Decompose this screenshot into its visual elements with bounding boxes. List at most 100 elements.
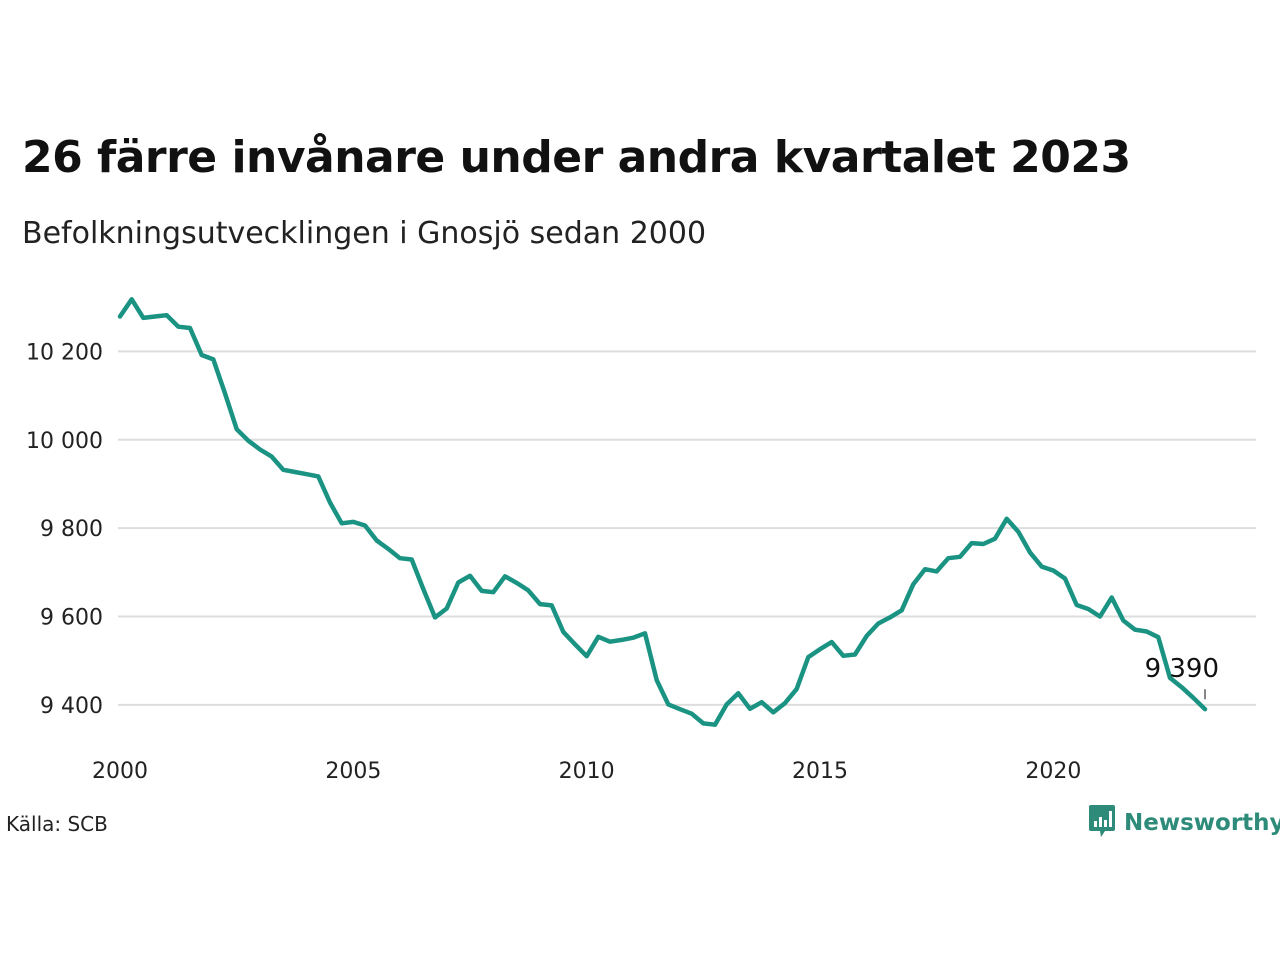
y-tick-label: 9 600 [40,605,103,630]
data-point [1144,629,1148,633]
data-point [339,521,343,525]
data-point [1086,607,1090,611]
data-point [876,621,880,625]
y-tick-label: 9 400 [40,694,103,719]
data-point [853,652,857,656]
data-point [724,702,728,706]
x-tick-label: 2020 [1025,759,1081,784]
data-point [701,721,705,725]
data-point [223,391,227,395]
x-tick-label: 2010 [559,759,615,784]
y-tick-label: 10 000 [26,429,103,454]
data-point [1028,550,1032,554]
data-point [293,470,297,474]
data-point [234,427,238,431]
data-point [316,474,320,478]
data-point [1109,595,1113,599]
data-point [1051,568,1055,572]
data-point [409,557,413,561]
data-point [1191,696,1195,700]
data-point [981,542,985,546]
brand-name: Newsworthy [1124,810,1280,836]
data-point [1074,603,1078,607]
data-point [514,581,518,585]
data-point [1016,529,1020,533]
data-point [164,313,168,317]
line-chart: 9 400 9 600 9 800 10 000 10 200 2000 2005 2010… [26,297,1256,784]
chart-subtitle: Befolkningsutvecklingen i Gnosjö sedan 2… [22,216,707,251]
data-point [246,438,250,442]
data-point [561,630,565,634]
x-tick-label: 2015 [792,759,848,784]
data-point [911,582,915,586]
data-point [1039,564,1043,568]
data-point [841,654,845,658]
data-point [899,608,903,612]
data-point [619,638,623,642]
x-axis-ticks: 2000 2005 2010 2015 2020 [92,759,1081,784]
data-point [1203,707,1207,711]
data-point [211,357,215,361]
data-point [888,615,892,619]
data-point [456,580,460,584]
x-tick-label: 2005 [325,759,381,784]
data-point [654,678,658,682]
data-point [993,537,997,541]
series-line [117,297,1208,727]
series-layer [117,297,1208,727]
data-point [1179,685,1183,689]
data-point [258,447,262,451]
data-point [923,567,927,571]
y-tick-label: 10 200 [26,340,103,365]
data-point [269,454,273,458]
data-point [783,701,787,705]
data-point [526,588,530,592]
data-point [713,723,717,727]
x-tick-label: 2000 [92,759,148,784]
data-point [491,590,495,594]
data-point [818,647,822,651]
data-point [188,326,192,330]
y-tick-label: 9 800 [40,517,103,542]
data-point [678,707,682,711]
data-point [479,589,483,593]
data-point [759,700,763,704]
data-point [199,353,203,357]
data-point [958,555,962,559]
brand-logo[interactable]: Newsworthy [1088,804,1280,842]
data-point [444,606,448,610]
data-point [304,472,308,476]
data-point [1156,635,1160,639]
data-point [468,574,472,578]
data-point [538,602,542,606]
data-point [549,603,553,607]
annotation-layer: 9 390 [1145,654,1219,700]
newsworthy-logo-icon [1088,804,1116,842]
chart-title: 26 färre invånare under andra kvartalet … [22,132,1131,183]
data-point [934,569,938,573]
data-point [864,634,868,638]
data-point [351,520,355,524]
data-point [129,297,133,301]
data-point [1121,618,1125,622]
data-point [1133,628,1137,632]
data-point [794,687,798,691]
data-point [608,639,612,643]
data-point [736,691,740,695]
data-point [969,541,973,545]
data-point [631,635,635,639]
data-point [433,615,437,619]
data-point [829,640,833,644]
data-point [573,642,577,646]
data-point [1098,614,1102,618]
data-point [1063,576,1067,580]
annotation-label: 9 390 [1145,654,1219,684]
data-point [946,556,950,560]
data-point [689,711,693,715]
data-point [141,316,145,320]
data-point [386,547,390,551]
y-axis-ticks: 9 400 9 600 9 800 10 000 10 200 [26,340,103,718]
data-point [806,655,810,659]
data-point [363,523,367,527]
data-point [643,631,647,635]
